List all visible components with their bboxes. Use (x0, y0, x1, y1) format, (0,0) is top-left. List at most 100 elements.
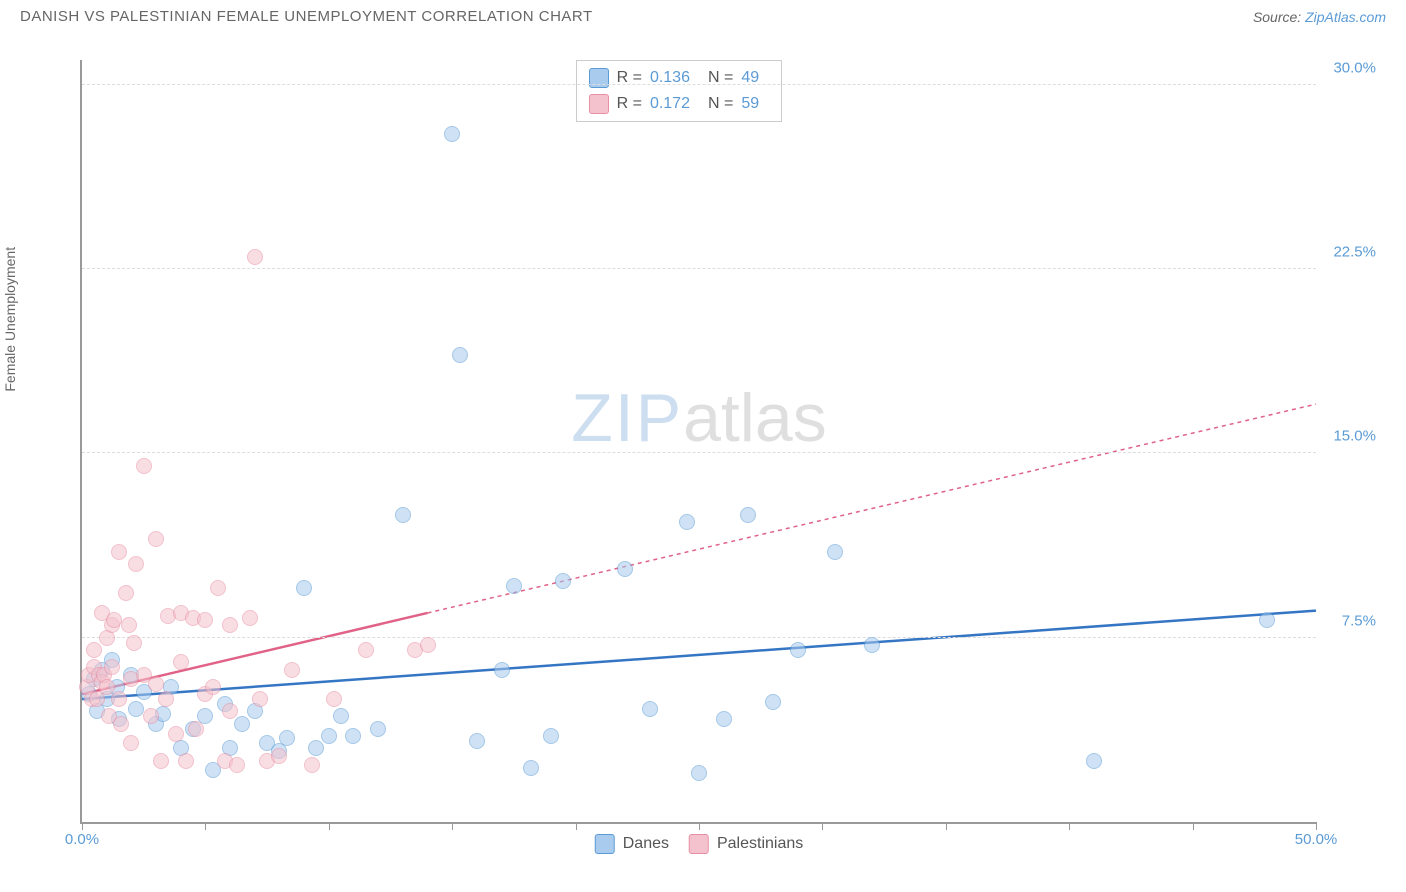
scatter-point (118, 585, 134, 601)
scatter-point (740, 507, 756, 523)
y-axis-label: Female Unemployment (2, 247, 18, 392)
scatter-point (296, 580, 312, 596)
gridline-h (82, 84, 1316, 85)
xtick (82, 822, 83, 830)
scatter-point (326, 691, 342, 707)
scatter-point (86, 642, 102, 658)
scatter-point (247, 249, 263, 265)
scatter-point (234, 716, 250, 732)
scatter-point (229, 757, 245, 773)
scatter-point (642, 701, 658, 717)
legend-swatch (595, 834, 615, 854)
xtick (1316, 822, 1317, 830)
scatter-point (271, 748, 287, 764)
scatter-point (555, 573, 571, 589)
scatter-point (123, 735, 139, 751)
scatter-point (136, 458, 152, 474)
ytick-label: 22.5% (1333, 243, 1376, 260)
ytick-label: 7.5% (1342, 612, 1376, 629)
legend-swatch (589, 94, 609, 114)
scatter-point (252, 691, 268, 707)
gridline-h (82, 637, 1316, 638)
series-legend-label: Danes (623, 835, 669, 853)
scatter-point (279, 730, 295, 746)
scatter-point (469, 733, 485, 749)
xtick (1193, 822, 1194, 830)
scatter-point (691, 765, 707, 781)
series-legend-label: Palestinians (717, 835, 803, 853)
scatter-point (222, 617, 238, 633)
scatter-point (452, 347, 468, 363)
stat-legend-row: R = 0.172 N = 59 (589, 91, 770, 117)
gridline-h (82, 452, 1316, 453)
scatter-point (128, 556, 144, 572)
scatter-point (148, 676, 164, 692)
scatter-point (106, 612, 122, 628)
scatter-point (143, 708, 159, 724)
trend-lines-svg (82, 60, 1316, 822)
scatter-point (304, 757, 320, 773)
ytick-label: 30.0% (1333, 59, 1376, 76)
scatter-point (111, 544, 127, 560)
scatter-point (321, 728, 337, 744)
scatter-point (308, 740, 324, 756)
scatter-point (617, 561, 633, 577)
scatter-point (168, 726, 184, 742)
xtick (329, 822, 330, 830)
scatter-point (523, 760, 539, 776)
scatter-point (370, 721, 386, 737)
stat-n-value: 59 (741, 95, 759, 113)
xtick (822, 822, 823, 830)
scatter-point (358, 642, 374, 658)
scatter-point (420, 637, 436, 653)
stat-r-value: 0.172 (650, 95, 690, 113)
scatter-point (444, 126, 460, 142)
xtick (205, 822, 206, 830)
legend-swatch (589, 68, 609, 88)
scatter-point (128, 701, 144, 717)
series-legend: Danes Palestinians (595, 834, 804, 854)
xtick-label: 0.0% (65, 831, 99, 848)
chart-container: Female Unemployment ZIPatlas R =0.136N =… (20, 40, 1386, 872)
stat-r-label: R = (617, 95, 642, 113)
scatter-point (333, 708, 349, 724)
trend-line (82, 611, 1316, 699)
source-attribution: Source: ZipAtlas.com (1253, 9, 1386, 25)
stat-n-label: N = (708, 95, 733, 113)
scatter-point (864, 637, 880, 653)
scatter-point (679, 514, 695, 530)
source-link[interactable]: ZipAtlas.com (1305, 9, 1386, 25)
series-legend-item: Palestinians (689, 834, 803, 854)
chart-header: DANISH VS PALESTINIAN FEMALE UNEMPLOYMEN… (0, 0, 1406, 29)
plot-area: ZIPatlas R =0.136N =49R =0.172N =59 Dane… (80, 60, 1316, 824)
legend-swatch (689, 834, 709, 854)
scatter-point (210, 580, 226, 596)
scatter-point (104, 659, 120, 675)
scatter-point (716, 711, 732, 727)
xtick (452, 822, 453, 830)
scatter-point (121, 617, 137, 633)
scatter-point (790, 642, 806, 658)
scatter-point (222, 703, 238, 719)
chart-title: DANISH VS PALESTINIAN FEMALE UNEMPLOYMEN… (20, 8, 593, 25)
scatter-point (494, 662, 510, 678)
scatter-point (113, 716, 129, 732)
scatter-point (205, 679, 221, 695)
scatter-point (1259, 612, 1275, 628)
scatter-point (197, 612, 213, 628)
xtick-label: 50.0% (1295, 831, 1338, 848)
scatter-point (158, 691, 174, 707)
scatter-point (765, 694, 781, 710)
scatter-point (188, 721, 204, 737)
scatter-point (153, 753, 169, 769)
source-prefix: Source: (1253, 9, 1305, 25)
scatter-point (178, 753, 194, 769)
scatter-point (827, 544, 843, 560)
correlation-legend: R =0.136N =49R =0.172N =59 (576, 60, 783, 122)
scatter-point (506, 578, 522, 594)
scatter-point (173, 654, 189, 670)
scatter-point (242, 610, 258, 626)
scatter-point (395, 507, 411, 523)
scatter-point (111, 691, 127, 707)
xtick (576, 822, 577, 830)
